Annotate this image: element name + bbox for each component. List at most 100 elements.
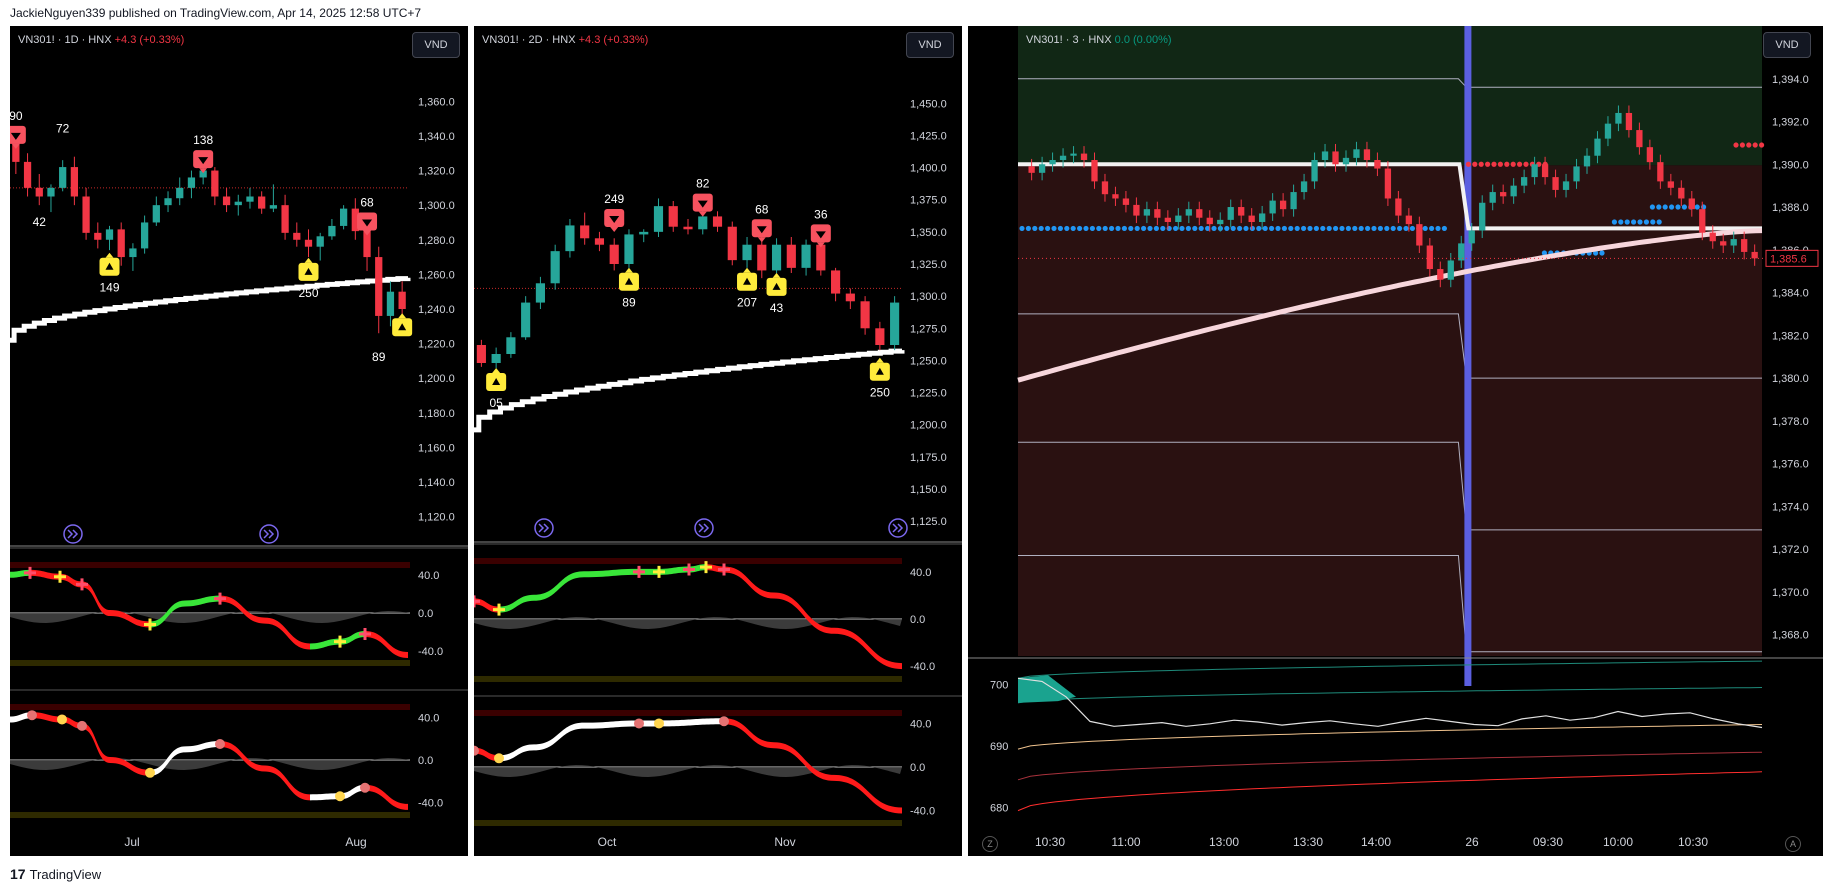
symbol-legend: VN301! · 3 · HNX 0.0 (0.00%) <box>1026 34 1172 46</box>
blue-signal-dot <box>1307 225 1313 232</box>
upper-band-line <box>1017 660 1763 679</box>
candle-body <box>875 328 885 345</box>
candle-body <box>1112 194 1119 199</box>
blue-signal-dot <box>1403 225 1409 232</box>
candle-body <box>375 257 383 316</box>
candle-body <box>845 293 855 302</box>
currency-button[interactable]: VND <box>412 32 460 58</box>
sell-arrow-icon <box>198 157 209 165</box>
blue-signal-dot <box>1160 225 1166 232</box>
timezone-toggle[interactable]: Z <box>982 836 998 852</box>
marker-pointer <box>772 272 781 278</box>
candle-body <box>1227 207 1234 220</box>
y-tick-label: 1,160.0 <box>418 442 455 454</box>
overbought-band <box>10 704 410 710</box>
candle-body <box>757 244 767 271</box>
cross-signal-marker <box>24 566 36 579</box>
pivot-level-line <box>1018 78 1762 88</box>
candle-body <box>1353 149 1360 158</box>
oscillator-ribbon <box>150 600 185 628</box>
candle-body <box>1688 198 1695 210</box>
dot-signal-marker <box>27 710 37 721</box>
blue-signal-dot <box>1243 225 1249 232</box>
blue-signal-dot <box>1422 225 1428 232</box>
red-signal-dot <box>1485 161 1491 167</box>
candle-body <box>1290 192 1297 210</box>
candle-body <box>187 177 196 188</box>
chart-svg-2d[interactable]: 1,450.0 1,425.0 1,400.0 1,375.0 1,350.0 1,325… <box>474 26 962 856</box>
candle-body <box>1059 155 1067 160</box>
red-signal-dot <box>1472 161 1478 167</box>
signal-count-label: 250 <box>870 386 890 400</box>
oversold-band <box>10 812 410 818</box>
dot-signal-marker <box>77 720 87 731</box>
y-tick-label: 1,376.0 <box>1772 459 1809 471</box>
candle-body <box>1154 209 1161 218</box>
blue-signal-dot <box>1096 225 1102 232</box>
osc-tick-label: 40.0 <box>418 712 439 724</box>
chart-svg-1d[interactable]: 1,360.0 1,340.0 1,320.0 1,300.0 1,280.0 1,260… <box>10 26 468 856</box>
auto-scale-toggle[interactable]: A <box>1785 836 1801 852</box>
blue-signal-dot <box>1185 225 1191 232</box>
candle-body <box>281 205 289 233</box>
blue-signal-dot <box>1397 225 1403 232</box>
blue-signal-dot <box>1288 225 1294 232</box>
bull-zone <box>1018 26 1762 166</box>
y-tick-label: 1,320.0 <box>418 166 455 178</box>
blue-signal-dot <box>1599 250 1605 256</box>
oscillator-ribbon <box>185 595 220 607</box>
blue-signal-dot <box>1121 225 1127 232</box>
oscillator-ribbon <box>534 571 584 601</box>
red-signal-dot <box>1517 161 1523 167</box>
candle-body <box>1699 209 1706 233</box>
candle-body <box>1573 166 1580 182</box>
red-signal-dot <box>1491 161 1497 167</box>
double-chevron-right-icon <box>63 524 83 544</box>
currency-button[interactable]: VND <box>1763 32 1811 58</box>
inner-band-line <box>1017 687 1763 704</box>
candle-body <box>269 205 278 209</box>
chart-panel-1d[interactable]: 1,360.0 1,340.0 1,320.0 1,300.0 1,280.0 1,260… <box>10 26 468 856</box>
sell-arrow-icon <box>10 132 21 140</box>
y-tick-label: 1,150.0 <box>910 484 947 496</box>
candle-body <box>1615 112 1622 124</box>
blue-signal-dot <box>1179 225 1185 232</box>
cross-signal-marker <box>653 565 665 578</box>
chart-panel-2d[interactable]: 1,450.0 1,425.0 1,400.0 1,375.0 1,350.0 1,325… <box>474 26 962 856</box>
price-change: +4.3 (+0.33%) <box>578 34 649 46</box>
candle-body <box>363 231 371 258</box>
candle-body <box>624 234 634 264</box>
osc-tick-label: 0.0 <box>418 755 433 767</box>
candle-body <box>786 244 796 268</box>
blue-signal-dot <box>1365 225 1371 232</box>
red-signal-dot <box>1497 161 1503 167</box>
oversold-band <box>474 820 902 826</box>
dot-signal-marker <box>474 745 479 756</box>
y-tick-label: 1,260.0 <box>418 269 455 281</box>
chart-svg-3m[interactable]: 1,394.01,392.01,390.01,388.01,386.01,384… <box>968 26 1823 856</box>
candle-body <box>1437 269 1444 280</box>
oscillator-ribbon <box>499 744 534 762</box>
red-signal-dot <box>1504 161 1510 167</box>
candle-body <box>1416 224 1423 246</box>
cross-signal-marker <box>683 563 695 576</box>
chart-panel-3m[interactable]: 1,394.01,392.01,390.01,388.01,386.01,384… <box>968 26 1823 856</box>
dot-signal-marker <box>360 782 370 793</box>
blue-signal-dot <box>1237 225 1243 232</box>
blue-signal-dot <box>1128 225 1134 232</box>
histogram-wave <box>474 617 902 629</box>
red-signal-dot <box>1465 161 1471 167</box>
oscillator-ribbon <box>150 746 185 776</box>
price-change: 0.0 (0.00%) <box>1114 34 1172 46</box>
y-tick-label: 1,300.0 <box>418 200 455 212</box>
currency-button[interactable]: VND <box>906 32 954 58</box>
candle-body <box>1520 177 1528 186</box>
blue-signal-dot <box>1064 225 1070 232</box>
oscillator-ribbon <box>659 718 724 727</box>
candle-body <box>386 291 395 316</box>
sell-arrow-icon <box>756 226 767 234</box>
x-tick-label: Jul <box>124 835 139 849</box>
zone-boundary-line <box>1018 162 1762 231</box>
blue-signal-dot <box>1205 225 1211 232</box>
y-tick-label: 1,125.0 <box>910 516 947 528</box>
